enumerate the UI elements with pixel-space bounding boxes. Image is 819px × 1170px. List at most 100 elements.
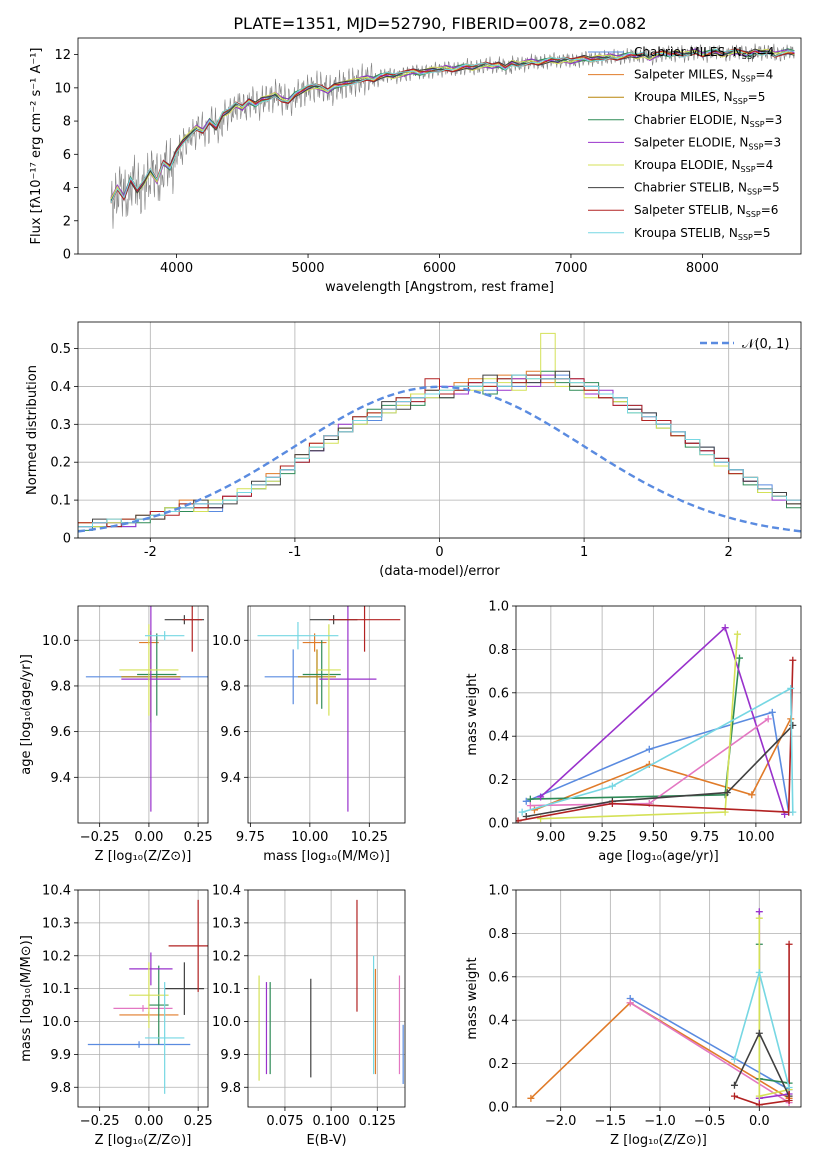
x-axis-label: E(B-V) [306,1133,346,1148]
x-tick-label: 9.50 [639,830,668,845]
legend-entry: Chabrier MILES, NSSP=4 [634,45,774,61]
weight-line [526,724,794,818]
weight-line [629,997,790,1091]
x-tick-label: 0.25 [184,830,213,845]
y-tick-label: 0.4 [50,380,71,395]
y-tick-label: 10.3 [42,916,71,931]
weight-marker [645,745,653,753]
y-tick-label: 12 [54,48,71,63]
x-axis-label: Z [log₁₀(Z/Z⊙)] [95,849,192,864]
y-tick-label: 0.2 [488,773,509,788]
y-axis-label: mass weight [465,673,480,755]
chart-age_vs_mass: 9.75 10.00 10.25 9.4 9.6 9.8 10.0 mass [log₁₀(M… [212,605,406,864]
y-tick-label: 0.0 [488,817,509,832]
x-tick-label: 10.00 [737,830,774,845]
y-tick-label: 10.2 [212,949,241,964]
chart-residuals: -2 -1 0 1 2 0 0.1 0.2 0.3 0.4 0.5 (data-model)/erro… [25,321,802,579]
y-axis-label: mass weight [465,957,480,1039]
weight-marker [626,999,634,1007]
weight-marker [789,656,797,664]
weight-marker [733,630,741,638]
weight-line [521,687,794,813]
y-tick-label: 10.1 [212,982,241,997]
plot-area [110,43,795,229]
y-tick-label: 0.6 [488,686,509,701]
y-tick-label: 1.0 [488,884,509,899]
y-tick-label: 0.0 [488,1101,509,1116]
x-tick-label: 0.00 [134,1114,163,1129]
axes-frame [77,605,209,824]
x-tick-label: 0.075 [266,1114,303,1129]
gaussian-curve [78,385,801,533]
x-tick-label: 9.25 [588,830,617,845]
y-tick-label: 9.4 [50,771,71,786]
axes-frame [247,605,406,824]
weight-line [525,711,790,813]
weight-line [540,626,786,815]
x-tick-label: −0.5 [694,1114,726,1129]
y-tick-label: 9.8 [220,1081,241,1096]
weight-marker [755,968,763,976]
x-axis-label: mass [log₁₀(M/M⊙)] [263,849,390,864]
x-tick-label: 8000 [686,261,719,276]
legend: 𝒩(0, 1) [700,337,789,352]
figure-title: PLATE=1351, MJD=52790, FIBERID=0078, z=0… [233,14,646,33]
y-tick-label: 10.0 [212,634,241,649]
axes-frame [515,889,802,1108]
weight-marker [518,808,526,816]
y-tick-label: 0 [63,248,71,263]
weight-marker [721,624,729,632]
x-axis-label: age [log₁₀(age/yr)] [598,849,719,864]
y-tick-label: 0.2 [50,456,71,471]
model-line [110,48,795,204]
y-tick-label: 0.8 [488,643,509,658]
x-tick-label: 9.75 [690,830,719,845]
weight-marker [768,708,776,716]
x-tick-label: 0.00 [134,830,163,845]
weight-marker [755,908,763,916]
x-tick-label: 0 [435,545,443,560]
chart-mass_vs_EBV: 0.075 0.100 0.125 9.8 9.9 10.0 10.1 10.2 10.3 10.… [212,884,406,1148]
plot-area [78,332,801,538]
legend: Chabrier MILES, NSSP=4 Salpeter MILES, NS… [588,45,782,242]
y-axis-label: Normed distribution [25,365,40,495]
legend-entry: Chabrier ELODIE, NSSP=3 [634,113,782,129]
x-tick-label: 10.25 [351,830,388,845]
weight-line [734,944,790,1106]
x-tick-label: 2 [725,545,733,560]
y-tick-label: 6 [63,148,71,163]
y-tick-label: 9.4 [220,771,241,786]
plot-area [258,899,404,1084]
y-tick-label: 9.6 [50,725,71,740]
y-tick-label: 9.8 [220,679,241,694]
y-tick-label: 0.6 [488,970,509,985]
y-tick-label: 10.0 [212,1015,241,1030]
weight-marker [526,802,534,810]
y-tick-label: 0.1 [50,494,71,509]
legend-entry: Chabrier STELIB, NSSP=5 [634,181,780,197]
weight-marker [755,914,763,922]
weight-line [733,1031,790,1097]
weight-marker [527,1094,535,1102]
chart-weight_vs_age: 9.00 9.25 9.50 9.75 10.00 0.0 0.2 0.4 0.6 0.8 1.0 a… [465,600,802,864]
weight-marker [516,817,522,823]
axes-frame [515,605,802,824]
weight-line [540,634,739,820]
weight-marker [785,1083,793,1091]
y-tick-label: 10.3 [212,916,241,931]
axes-frame [77,889,209,1108]
legend-entry: Salpeter ELODIE, NSSP=3 [634,135,781,151]
plot-area [257,606,401,812]
y-tick-label: 0.8 [488,927,509,942]
plot-area [85,606,208,812]
legend-entry: Salpeter MILES, NSSP=4 [634,68,773,84]
weight-marker [755,1101,763,1107]
y-axis-label: age [log₁₀(age/yr)] [19,654,34,775]
y-tick-label: 10.0 [42,1015,71,1030]
weight-line [629,1002,790,1104]
x-tick-label: -1 [288,545,301,560]
chart-age_vs_Z: −0.25 0.00 0.25 9.4 9.6 9.8 10.0 Z [log₁₀(Z/Z⊙)… [19,605,213,864]
y-tick-label: 9.9 [220,1048,241,1063]
x-tick-label: 6000 [423,261,456,276]
